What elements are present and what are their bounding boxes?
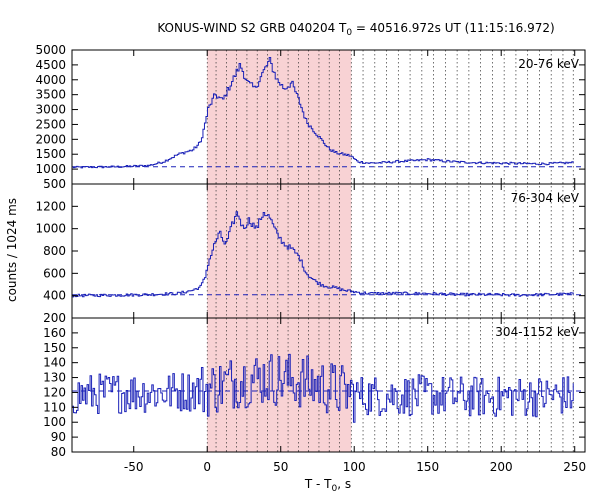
x-tick-label: 150 <box>416 460 439 474</box>
light-curve-series <box>72 353 574 423</box>
y-tick-label: 2000 <box>35 132 66 146</box>
y-tick-label: 3500 <box>35 88 66 102</box>
x-tick-label: 100 <box>343 460 366 474</box>
y-axis-label: counts / 1024 ms <box>5 198 19 302</box>
y-tick-label: 160 <box>43 326 66 340</box>
y-tick-label: 110 <box>43 400 66 414</box>
y-tick-label: 400 <box>43 289 66 303</box>
light-curve-series <box>72 57 574 169</box>
y-tick-label: 3000 <box>35 103 66 117</box>
x-axis-label: T - T0, s <box>304 477 351 494</box>
y-tick-label: 130 <box>43 371 66 385</box>
panel-energy-label: 76-304 keV <box>511 191 580 205</box>
x-tick-label: 50 <box>273 460 288 474</box>
shaded-interval <box>207 50 352 452</box>
tick-layer <box>72 49 585 453</box>
y-tick-label: 1500 <box>35 147 66 161</box>
y-tick-label: 150 <box>43 341 66 355</box>
y-tick-label: 1000 <box>35 222 66 236</box>
vertical-dotted-lines <box>206 50 574 452</box>
y-tick-label: 80 <box>51 445 66 459</box>
y-tick-label: 600 <box>43 266 66 280</box>
y-tick-label: 500 <box>43 177 66 191</box>
y-tick-label: 800 <box>43 244 66 258</box>
x-tick-label: -50 <box>124 460 144 474</box>
x-tick-label: 0 <box>203 460 211 474</box>
y-tick-label: 1200 <box>35 199 66 213</box>
series-layer <box>72 57 574 423</box>
y-tick-label: 5000 <box>35 43 66 57</box>
y-tick-label: 4000 <box>35 73 66 87</box>
panel-energy-label: 304-1152 keV <box>495 325 579 339</box>
x-tick-label: 250 <box>563 460 586 474</box>
panel-frame <box>71 317 586 453</box>
y-tick-label: 4500 <box>35 58 66 72</box>
y-tick-label: 1000 <box>35 162 66 176</box>
x-tick-label: 200 <box>490 460 513 474</box>
panel-energy-label: 20-76 keV <box>518 57 580 71</box>
light-curve-series <box>72 211 574 298</box>
y-tick-label: 90 <box>51 430 66 444</box>
y-tick-label: 140 <box>43 356 66 370</box>
shaded-interval-layer <box>207 50 352 452</box>
y-tick-label: 100 <box>43 415 66 429</box>
y-tick-label: 200 <box>43 311 66 325</box>
y-tick-label: 120 <box>43 385 66 399</box>
label-layer: 5001000150020002500300035004000450050002… <box>35 43 586 474</box>
y-tick-label: 2500 <box>35 117 66 131</box>
chart-title: KONUS-WIND S2 GRB 040204 T0 = 40516.972s… <box>157 21 554 38</box>
